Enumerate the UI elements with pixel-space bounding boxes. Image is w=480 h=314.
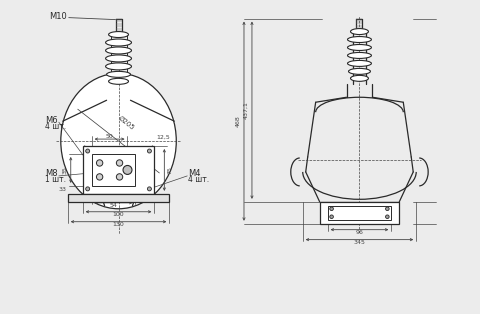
Text: 54: 54	[109, 203, 118, 208]
Text: 345: 345	[354, 240, 365, 245]
Text: 1 шт.: 1 шт.	[45, 176, 66, 184]
Text: 75: 75	[168, 166, 173, 174]
Ellipse shape	[108, 78, 129, 84]
Text: М10: М10	[49, 12, 67, 21]
Ellipse shape	[348, 52, 372, 58]
Bar	[83, 146, 155, 194]
Ellipse shape	[106, 63, 132, 70]
Circle shape	[385, 215, 389, 219]
Circle shape	[385, 207, 389, 211]
Circle shape	[123, 165, 132, 174]
Bar	[68, 194, 169, 202]
Circle shape	[330, 215, 334, 219]
Ellipse shape	[107, 71, 131, 77]
Text: 12,5: 12,5	[156, 135, 170, 140]
Ellipse shape	[348, 36, 372, 42]
Circle shape	[96, 174, 103, 180]
Text: 33: 33	[59, 187, 67, 192]
Text: М8: М8	[45, 170, 58, 178]
Ellipse shape	[348, 68, 371, 74]
Ellipse shape	[106, 55, 132, 62]
Ellipse shape	[350, 75, 369, 81]
Bar	[328, 206, 391, 220]
Text: 96: 96	[356, 230, 363, 235]
Ellipse shape	[106, 39, 132, 46]
Circle shape	[96, 160, 103, 166]
Text: 35: 35	[62, 166, 67, 174]
Bar	[92, 154, 135, 186]
Circle shape	[86, 149, 90, 153]
Circle shape	[147, 149, 151, 153]
Text: 130: 130	[113, 222, 124, 227]
Circle shape	[116, 174, 123, 180]
Ellipse shape	[61, 73, 176, 209]
Text: 437,1: 437,1	[243, 101, 249, 119]
Circle shape	[116, 160, 123, 166]
Text: 4 шт.: 4 шт.	[45, 122, 66, 131]
Ellipse shape	[350, 29, 369, 35]
Ellipse shape	[348, 45, 372, 51]
Circle shape	[147, 187, 151, 191]
Ellipse shape	[348, 60, 372, 66]
Ellipse shape	[106, 47, 132, 54]
Bar	[320, 202, 399, 224]
Text: 4 шт.: 4 шт.	[188, 176, 209, 184]
Text: 468: 468	[236, 115, 240, 127]
Text: Ø205: Ø205	[117, 115, 136, 131]
Ellipse shape	[108, 32, 129, 38]
Circle shape	[330, 207, 334, 211]
Text: 100: 100	[113, 212, 124, 217]
Text: М4: М4	[188, 170, 201, 178]
Text: 50: 50	[106, 133, 113, 138]
Text: М6: М6	[45, 116, 58, 125]
Circle shape	[86, 187, 90, 191]
